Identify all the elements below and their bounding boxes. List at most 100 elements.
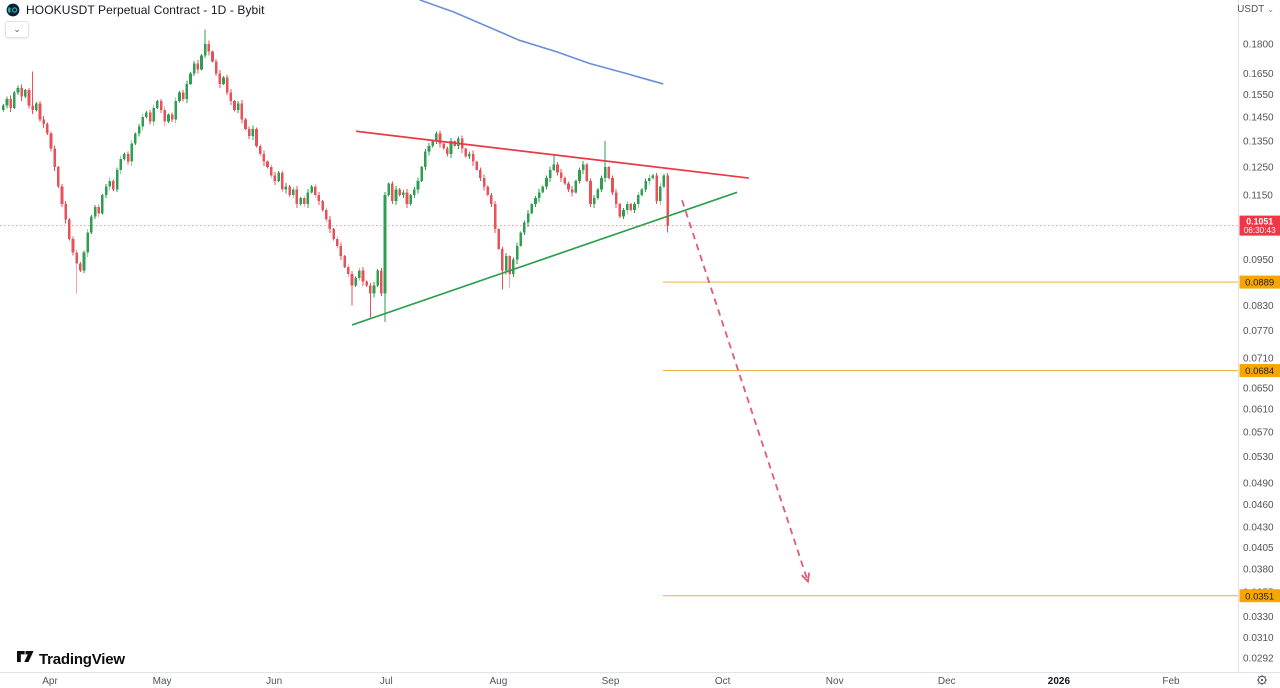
candle-body (145, 112, 148, 118)
candle-body (170, 114, 174, 120)
candle-body (552, 164, 556, 170)
candle-body (90, 216, 93, 233)
candle-body (504, 256, 508, 271)
candle-body (629, 204, 633, 211)
time-axis-month-label: Nov (826, 676, 844, 687)
candle-body (420, 167, 423, 181)
candle-body (354, 277, 357, 286)
candle-body (589, 180, 592, 205)
candle-body (152, 107, 156, 122)
moving-average-line[interactable] (419, 0, 664, 85)
candle-body (9, 98, 12, 108)
candle-body (585, 164, 589, 181)
candle-body (376, 270, 379, 286)
candle-body (651, 175, 655, 179)
tradingview-watermark-link[interactable]: TradingView (17, 648, 125, 670)
price-tick-label: 0.1800 (1243, 40, 1274, 51)
candle-body (409, 195, 412, 205)
time-axis-year-label: 2026 (1048, 676, 1071, 687)
candle-body (148, 112, 152, 122)
candle-body (508, 256, 512, 275)
candle-body (53, 148, 56, 168)
candle-body (600, 178, 603, 190)
chevron-down-icon: ⌄ (1267, 5, 1274, 14)
candle-body (159, 101, 163, 111)
time-axis-month-label: Aug (490, 676, 508, 687)
candle-body (662, 175, 666, 187)
price-tick-label: 0.0770 (1243, 326, 1274, 337)
gear-tooth (1258, 682, 1260, 684)
candle-body (310, 186, 313, 193)
price-tick-label: 0.0830 (1243, 301, 1274, 312)
candle-body (438, 133, 442, 144)
candle-body (603, 167, 607, 179)
price-tick-label: 0.0460 (1243, 500, 1274, 511)
time-axis-month-label: Oct (715, 676, 731, 687)
candle-body (493, 204, 497, 230)
candle-body (479, 169, 482, 179)
price-tick-label: 0.1350 (1243, 137, 1274, 148)
candle-body (222, 77, 225, 84)
price-tick-label: 0.0430 (1243, 523, 1274, 534)
candle-body (134, 133, 137, 144)
tradingview-logo-icon (17, 648, 34, 670)
time-axis-month-label: Sep (602, 676, 620, 687)
candle-body (622, 210, 625, 217)
legend-collapse-button[interactable]: ⌄ (5, 21, 29, 38)
candle-body (13, 92, 16, 108)
projection-arrow-line[interactable] (681, 199, 809, 582)
time-axis[interactable]: Apr May Jun Jul Aug Sep Oct Nov Dec 2026 Feb (42, 676, 1180, 687)
support-level-badge: 0.0889 (1239, 275, 1280, 289)
candle-body (200, 55, 203, 70)
support-level-badge-text: 0.0351 (1245, 591, 1274, 602)
axis-settings-gear-icon[interactable] (1256, 674, 1268, 686)
candle-body (255, 128, 258, 147)
candle-body (655, 175, 658, 202)
support-level-badge-bg (1239, 275, 1280, 289)
candle-body (185, 83, 189, 99)
candle-body (537, 192, 541, 199)
last-price-badge-bg (1239, 215, 1280, 236)
candle-body (625, 204, 629, 211)
candle-body (35, 103, 38, 111)
candle-body (431, 141, 434, 147)
symbol-title: HOOKUSDT Perpetual Contract - 1D - Bybit (26, 3, 265, 17)
candle-body (640, 189, 644, 196)
candle-body (57, 167, 60, 187)
tradingview-wordmark: TradingView (39, 650, 125, 668)
candle-body (192, 63, 196, 74)
candle-body (515, 245, 519, 260)
candle-body (137, 126, 141, 134)
candle-body (240, 103, 244, 120)
symbol-title-button[interactable]: HOOKUSDT Perpetual Contract - 1D - Bybit (6, 3, 265, 17)
price-unit-selector[interactable]: USDT ⌄ (1237, 4, 1274, 15)
candle-body (501, 249, 504, 271)
time-axis-month-label: May (153, 676, 172, 687)
price-axis[interactable]: 0.1800 0.1650 0.1550 0.1450 0.1350 0.1250 0.11… (1243, 40, 1274, 665)
candle-body (328, 219, 332, 230)
candle-body (581, 164, 585, 170)
candle-body (82, 252, 86, 271)
last-price-value: 0.1051 (1246, 216, 1273, 226)
candlestick-series (2, 29, 669, 322)
candle-body (71, 239, 75, 253)
candle-body (442, 143, 445, 149)
candle-body (563, 178, 567, 184)
candle-body (559, 172, 563, 179)
candle-body (203, 44, 207, 56)
candle-body (218, 73, 222, 84)
candle-body (38, 103, 42, 120)
candle-body (618, 204, 622, 217)
support-trendline[interactable] (351, 191, 738, 326)
candle-body (64, 204, 67, 220)
candle-body (291, 189, 295, 196)
candle-body (112, 180, 115, 190)
candle-body (244, 119, 247, 129)
price-tick-label: 0.0710 (1243, 353, 1274, 364)
candle-body (592, 198, 596, 205)
candle-body (541, 186, 545, 193)
candle-body (233, 101, 236, 111)
resistance-trendline[interactable] (356, 130, 749, 179)
candle-body (361, 270, 365, 282)
